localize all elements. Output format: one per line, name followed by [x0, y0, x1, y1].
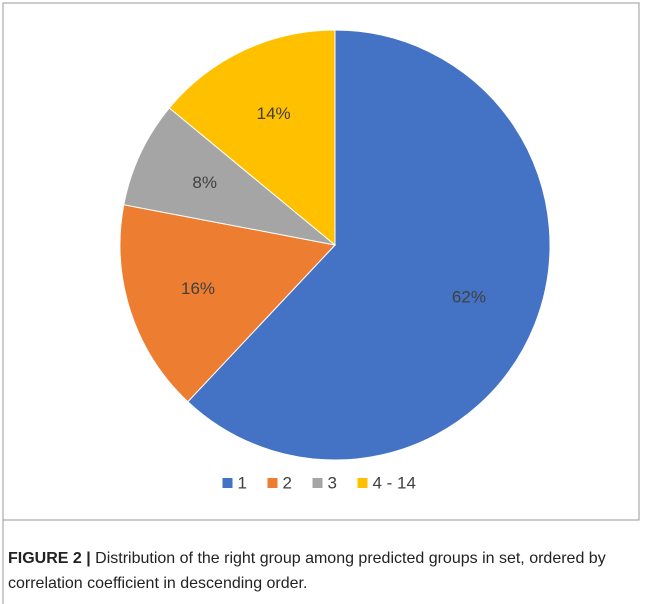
data-label: 62%	[452, 288, 486, 307]
pie-slice	[168, 29, 336, 247]
legend-swatch	[267, 478, 278, 488]
pie-slice	[119, 204, 336, 403]
chart-frame	[2, 2, 640, 521]
caption-label: FIGURE 2 |	[8, 550, 91, 567]
legend-swatch	[222, 478, 233, 488]
data-label: 8%	[192, 173, 217, 192]
caption-text: Distribution of the right group among pr…	[8, 550, 606, 592]
legend-swatch	[357, 478, 368, 488]
legend-label: 2	[283, 473, 292, 492]
legend-label: 1	[238, 473, 247, 492]
data-label: 14%	[257, 104, 291, 123]
legend-swatch	[312, 478, 323, 488]
pie-slice	[187, 29, 551, 461]
data-label: 16%	[181, 279, 215, 298]
legend-label: 4 - 14	[373, 473, 416, 492]
caption: FIGURE 2 | Distribution of the right gro…	[8, 546, 638, 596]
legend-label: 3	[328, 473, 337, 492]
pie-slice	[123, 107, 336, 246]
